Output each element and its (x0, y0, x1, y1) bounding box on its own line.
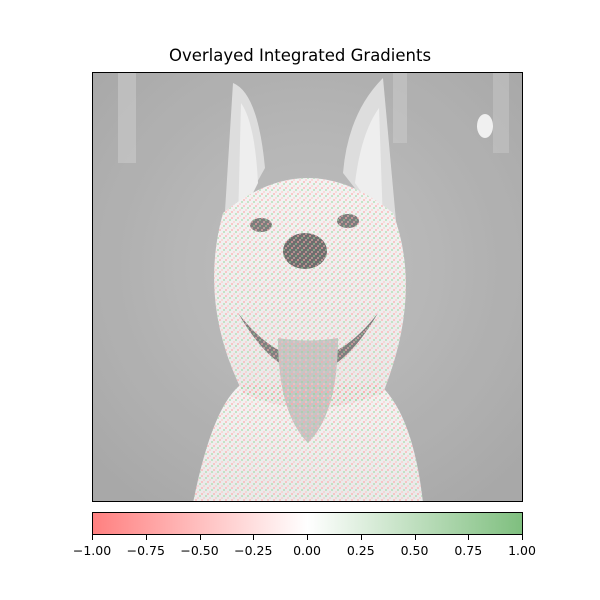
dog-photo (93, 73, 522, 501)
colorbar-tick (414, 535, 416, 540)
colorbar (92, 512, 523, 535)
colorbar-tick (360, 535, 362, 540)
colorbar-tick-label: −1.00 (72, 543, 112, 558)
colorbar-tick-label: 0.50 (400, 543, 429, 558)
overlay-image (92, 72, 523, 502)
chart-title: Overlayed Integrated Gradients (168, 46, 432, 65)
colorbar-tick (253, 535, 255, 540)
colorbar-tick-label: −0.50 (180, 543, 219, 558)
colorbar-tick-label: 1.00 (508, 543, 536, 558)
colorbar-tick-label: 0.25 (346, 543, 375, 558)
colorbar-tick-label: 0.00 (293, 543, 321, 558)
colorbar-tick (307, 535, 308, 540)
colorbar-tick (145, 535, 147, 540)
colorbar-axis: −1.00 −0.75 −0.50 −0.25 0.00 0.25 0.50 0.75 1.00 (73, 535, 536, 565)
colorbar-tick (92, 535, 93, 540)
colorbar-gradient (93, 513, 522, 534)
colorbar-tick-label: −0.25 (234, 543, 273, 558)
colorbar-tick-label: −0.75 (126, 543, 165, 558)
colorbar-tick (468, 535, 470, 540)
colorbar-tick (199, 535, 201, 540)
colorbar-tick-label: 0.75 (454, 543, 483, 558)
colorbar-tick (522, 535, 523, 540)
